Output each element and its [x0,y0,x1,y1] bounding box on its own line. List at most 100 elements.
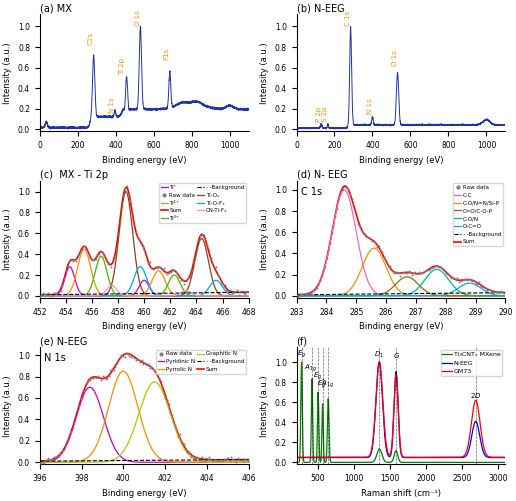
Point [413,270,421,278]
Point [111,363,119,371]
Point [116,218,124,226]
Point [150,366,158,374]
Point [228,289,236,297]
Point [79,387,88,395]
Point [443,270,452,278]
Point [343,184,351,192]
Point [383,260,391,268]
Point [348,195,356,203]
Point [60,275,68,283]
Point [71,256,79,264]
Point [91,373,99,381]
Point [299,291,308,299]
Point [205,453,214,461]
Ti₃CNTₓ MXene [449,459,456,465]
Point [408,271,416,279]
Point [450,274,458,282]
N-EEG [294,454,300,460]
Point [121,184,130,192]
Point [497,287,505,295]
Point [490,288,498,296]
Point [45,456,53,464]
Point [359,229,367,237]
Point [395,269,403,277]
Point [78,394,86,402]
Point [169,417,178,425]
Point [463,276,472,284]
Point [219,280,227,288]
Point [458,276,466,284]
Point [136,358,144,366]
Point [108,365,116,373]
Point [86,376,94,384]
Point [158,382,166,390]
Point [118,202,126,210]
Point [301,290,309,298]
Point [420,268,428,276]
Point [234,291,243,299]
Text: $E_g$: $E_g$ [297,349,306,360]
Point [324,246,332,254]
Point [403,269,411,277]
Point [48,455,56,463]
Point [152,367,160,375]
Point [381,256,390,264]
Point [222,454,231,462]
Point [84,375,92,383]
N-EEG [419,454,425,460]
Point [311,285,319,293]
Text: S 2p: S 2p [322,107,328,122]
Point [161,268,169,276]
Point [241,290,250,298]
Point [410,270,418,278]
Point [221,456,229,464]
Point [135,356,143,364]
GM73 [373,389,379,395]
Point [58,282,67,290]
Point [133,355,141,363]
Y-axis label: Intensity (a.u.): Intensity (a.u.) [3,208,12,270]
Point [328,229,336,237]
Point [334,196,343,204]
X-axis label: Binding energy (eV): Binding energy (eV) [359,156,443,165]
Point [344,185,352,193]
Point [174,432,182,440]
Point [333,205,341,213]
Point [455,278,463,286]
Point [384,263,393,271]
Point [142,361,151,369]
Point [104,261,112,269]
X-axis label: Binding energy (eV): Binding energy (eV) [102,488,186,497]
Point [234,454,242,462]
Point [306,290,314,298]
Point [238,456,247,464]
Ti₃CNTₓ MXene [298,359,304,365]
Point [106,366,115,374]
Point [142,251,150,259]
GM73 [465,441,472,447]
Point [302,289,311,297]
Point [229,455,237,463]
Text: (a) MX: (a) MX [40,4,72,14]
Point [391,268,399,276]
Point [81,384,89,392]
Point [120,353,128,361]
Point [191,254,199,262]
Point [72,413,80,421]
Point [473,280,481,288]
Point [127,353,135,361]
Point [41,290,49,298]
GM73 [429,454,436,460]
Point [138,243,147,252]
Point [79,242,87,250]
Text: N 1s: N 1s [108,97,115,113]
Point [107,263,116,271]
Point [238,287,246,295]
Point [224,454,232,462]
Point [170,266,178,274]
Point [105,372,113,380]
Point [88,256,96,264]
Point [168,266,176,274]
Point [361,230,369,238]
Point [112,359,121,367]
